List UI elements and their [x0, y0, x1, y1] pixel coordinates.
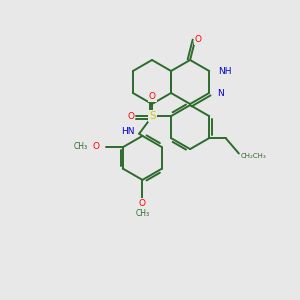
Text: NH: NH: [218, 67, 232, 76]
Text: O: O: [195, 35, 202, 44]
Text: CH₃: CH₃: [74, 142, 88, 152]
Text: N: N: [217, 88, 224, 98]
Text: CH₃: CH₃: [135, 209, 149, 218]
Text: O: O: [149, 92, 156, 101]
Text: O: O: [139, 199, 146, 208]
Text: O: O: [93, 142, 100, 152]
Text: O: O: [128, 112, 134, 121]
Text: HN: HN: [121, 127, 134, 136]
Text: CH₂CH₃: CH₂CH₃: [241, 152, 266, 158]
Text: S: S: [149, 111, 156, 121]
